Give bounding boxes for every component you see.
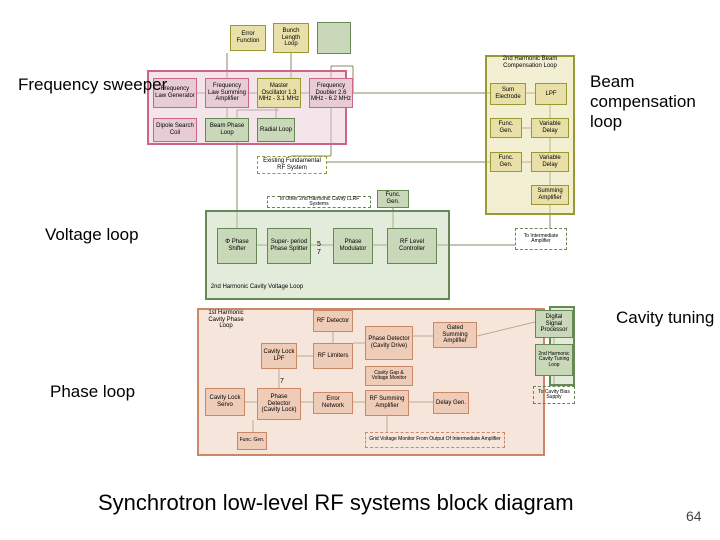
phase-detector-cavity: Phase Detector (Cavity Drive) [365,326,413,360]
digital-sig-proc: Digital Signal Processor [535,310,573,338]
annotation-voltage-loop: Voltage loop [45,225,139,245]
marker-7b: 7 [280,378,284,385]
to-int-amp: To Intermediate Amplifier [515,228,567,250]
phase-modulator: Phase Modulator [333,228,373,264]
green-blank [317,22,351,54]
rf-sum-amp: RF Summing Amplifier [365,390,409,416]
cavity-lock-servo: Cavity Lock Servo [205,388,245,416]
delay-gen: Delay Gen. [433,392,469,414]
existing-rf: Existing Fundamental RF System [257,156,327,174]
cavity-gap-monitor: Cavity Gap & Voltage Monitor [365,366,413,386]
func-gen-2: Func. Gen. [490,152,522,172]
phase-detector-lock: Phase Detector (Cavity Lock) [257,388,301,420]
sum-amp-right: Summing Amplifier [531,185,569,205]
func-gen-3: Func. Gen. [377,190,409,208]
phase-loop-region-label: 1st Harmonic Cavity Phase Loop [205,310,247,338]
radial-loop: Radial Loop [257,118,295,142]
cavity-tuning-loop: 2nd Harmonic Cavity Tuning Loop [535,344,573,376]
bunch-length-loop: Bunch Length Loop [273,23,309,53]
freq-doubler: Frequency Doubler 2.6 MHz - 6.2 MHz [309,78,353,108]
annotation-freq-sweeper: Frequency sweeper [18,75,167,95]
rf-level-controller: RF Level Controller [387,228,437,264]
page-number: 64 [686,508,702,524]
dipole-search-coil: Dipole Search Coil [153,118,197,142]
annotation-phase-loop: Phase loop [50,382,135,402]
error-function: Error Function [230,25,266,51]
phase-shifter: Φ Phase Shifter [217,228,257,264]
beam-phase-loop: Beam Phase Loop [205,118,249,142]
grid-voltage-monitor: Grid Voltage Monitor From Output Of Inte… [365,432,505,448]
annotation-beam-comp: Beam compensation loop [590,72,710,132]
var-delay-2: Variable Delay [531,152,569,172]
marker-7: 7 [317,249,321,256]
marker-5: 5 [317,241,321,248]
rf-limiters: RF Limiters [313,343,353,369]
gated-sum-amp: Gated Summing Amplifier [433,322,477,348]
cavity-lock-lpf: Cavity Lock LPF [261,343,297,369]
freq-law-sum-amp: Frequency Law Summing Amplifier [205,78,249,108]
sum-electrode: Sum Electrode [490,83,526,105]
beam-comp-region-label: 2nd Harmonic Beam Compensation Loop [487,56,573,70]
master-osc: Master Oscillator 1.3 MHz - 3.1 MHz [257,78,301,108]
func-gen-1: Func. Gen. [490,118,522,138]
func-gen-4: Func. Gen. [237,432,267,450]
lpf: LPF [535,83,567,105]
block-diagram: 2nd Harmonic Beam Compensation Loop 2nd H… [145,10,575,465]
superperiod-splitter: Super- period Phase Splitter [267,228,311,264]
to-others: To Other 2nd Harmonic Cavity LLRF System… [267,196,371,208]
rf-detector: RF Detector [313,310,353,332]
annotation-cavity-tuning: Cavity tuning [616,308,714,328]
to-cavity-bias: To Cavity Bias Supply [533,386,575,404]
var-delay-1: Variable Delay [531,118,569,138]
voltage-loop-region-label: 2nd Harmonic Cavity Voltage Loop [207,284,307,298]
error-network: Error Network [313,392,353,414]
caption: Synchrotron low-level RF systems block d… [98,490,574,516]
